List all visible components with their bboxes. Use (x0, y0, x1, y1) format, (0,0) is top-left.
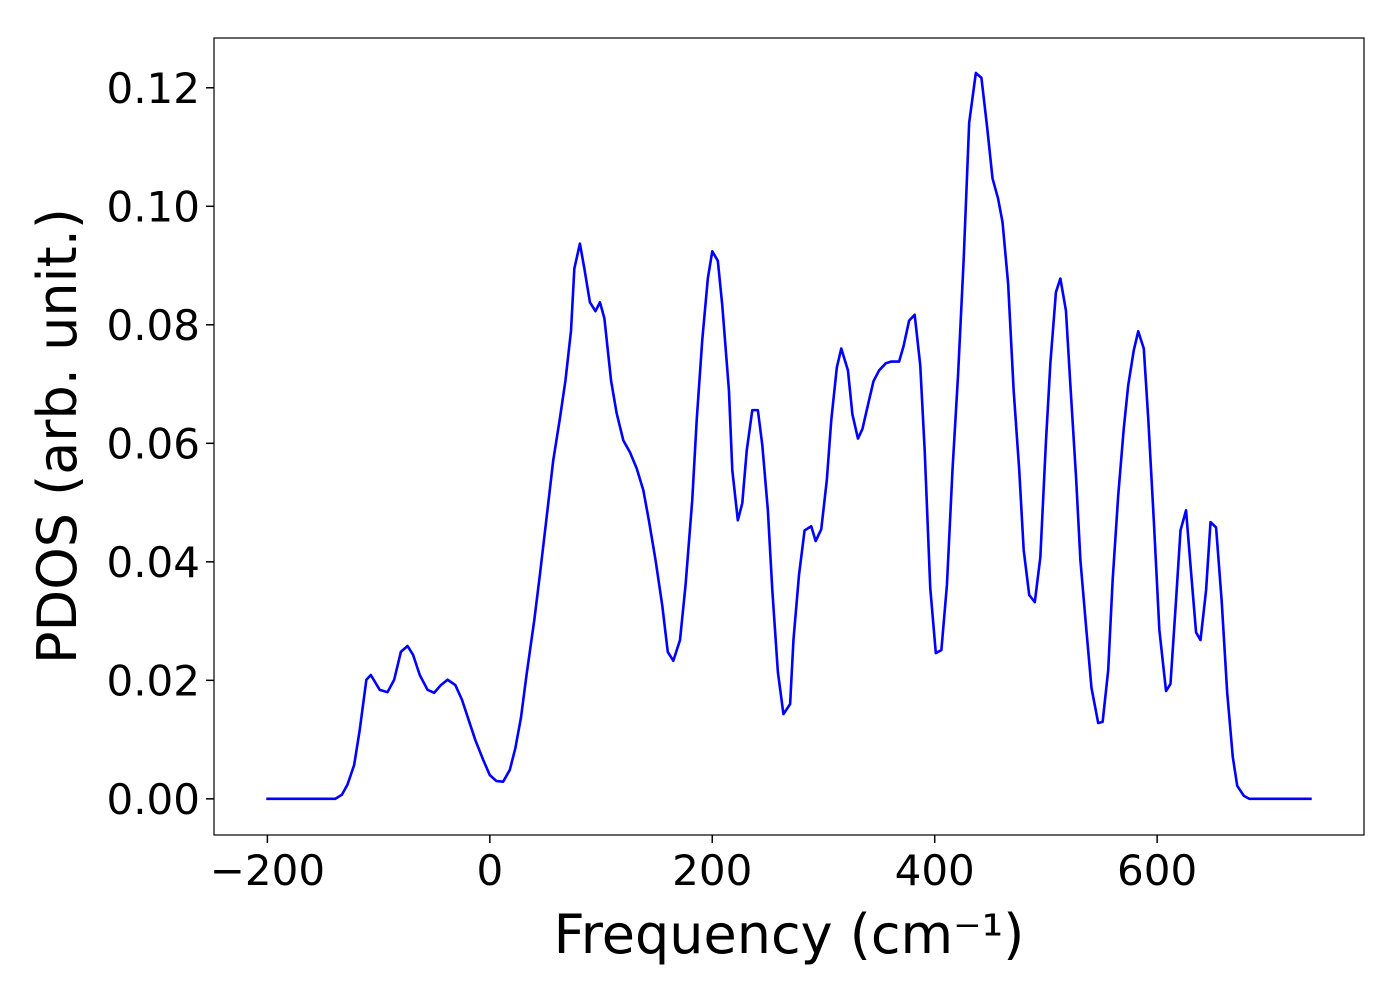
x-tick-label: 400 (895, 846, 975, 895)
y-tick-label: 0.10 (106, 182, 200, 231)
y-tick-label: 0.12 (106, 64, 200, 113)
x-tick-label: 0 (476, 846, 503, 895)
x-tick-label: 200 (672, 846, 752, 895)
y-axis-label: PDOS (arb. unit.) (26, 208, 89, 664)
x-axis-label: Frequency (cm⁻¹) (554, 903, 1025, 966)
x-tick-label: −200 (210, 846, 325, 895)
x-tick-label: 600 (1117, 846, 1197, 895)
y-tick-label: 0.08 (106, 301, 200, 350)
y-tick-label: 0.02 (106, 656, 200, 705)
y-tick-label: 0.04 (106, 538, 200, 587)
y-tick-label: 0.00 (106, 775, 200, 824)
y-tick-label: 0.06 (106, 419, 200, 468)
plot-frame (213, 37, 1365, 836)
line (266, 71, 1312, 801)
